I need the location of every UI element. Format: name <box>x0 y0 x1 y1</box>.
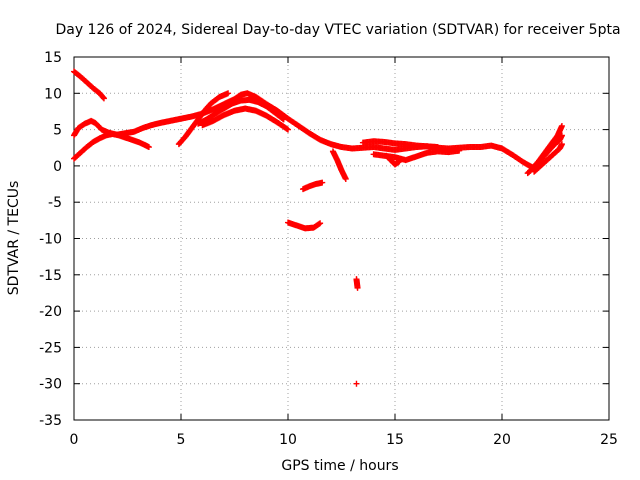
data-point <box>279 115 286 122</box>
x-tick-label: 15 <box>386 432 404 448</box>
data-point <box>353 380 360 387</box>
series-track-noon-rise <box>299 179 326 193</box>
x-axis-label: GPS time / hours <box>281 458 398 474</box>
data-point <box>396 158 403 165</box>
y-tick-label: 5 <box>53 123 62 139</box>
x-tick-label: 0 <box>70 432 79 448</box>
data-point <box>342 175 349 182</box>
series-track-afternoon-upper <box>359 138 441 151</box>
axis-ticks: 0 5 10 15 20 25 -35 -30 -25 -20 -15 -10 -5 0 5 10 15 <box>39 50 618 448</box>
series-track-midday-mid <box>195 96 287 127</box>
series-track-early-high <box>71 68 107 102</box>
x-tick-label: 5 <box>177 432 186 448</box>
series-track-noon-dip <box>285 219 324 232</box>
x-tick-label: 20 <box>493 432 511 448</box>
data-point <box>317 220 324 227</box>
y-tick-label: 0 <box>53 159 62 175</box>
series-track-main-upper <box>71 90 356 152</box>
data-point <box>225 90 232 97</box>
data-point <box>558 132 565 139</box>
grid <box>74 57 609 420</box>
series-track-early-lower <box>71 130 152 162</box>
data-point <box>319 179 326 186</box>
data-point <box>456 147 463 154</box>
y-tick-label: 15 <box>44 50 62 66</box>
data-point <box>280 116 287 123</box>
data-point <box>558 122 565 129</box>
y-tick-label: 10 <box>44 86 62 102</box>
data-series <box>71 68 565 387</box>
data-point <box>558 141 565 148</box>
series-track-evening-3 <box>531 141 565 175</box>
series-track-midday-low <box>199 105 291 133</box>
y-tick-label: -30 <box>39 377 62 393</box>
y-tick-label: -10 <box>39 232 62 248</box>
x-tick-label: 25 <box>600 432 618 448</box>
series-track-drop-1230 <box>329 148 349 182</box>
series-track-evening-2 <box>524 132 565 177</box>
y-axis-label: SDTVAR / TECUs <box>6 181 22 296</box>
series-track-dip-1520 <box>383 152 403 168</box>
series-track-isolated-a <box>353 276 361 291</box>
data-point <box>285 126 291 133</box>
y-tick-label: -20 <box>39 304 62 320</box>
y-tick-label: -5 <box>48 195 62 211</box>
data-point <box>354 284 361 291</box>
chart-title: Day 126 of 2024, Sidereal Day-to-day VTE… <box>55 22 620 38</box>
series-track-isolated-b <box>353 380 360 387</box>
x-tick-label: 10 <box>279 432 297 448</box>
data-point <box>100 94 107 101</box>
y-tick-label: -25 <box>39 340 62 356</box>
y-tick-label: -35 <box>39 413 62 429</box>
data-point <box>145 144 152 151</box>
y-tick-label: -15 <box>39 268 62 284</box>
data-point <box>100 95 107 102</box>
